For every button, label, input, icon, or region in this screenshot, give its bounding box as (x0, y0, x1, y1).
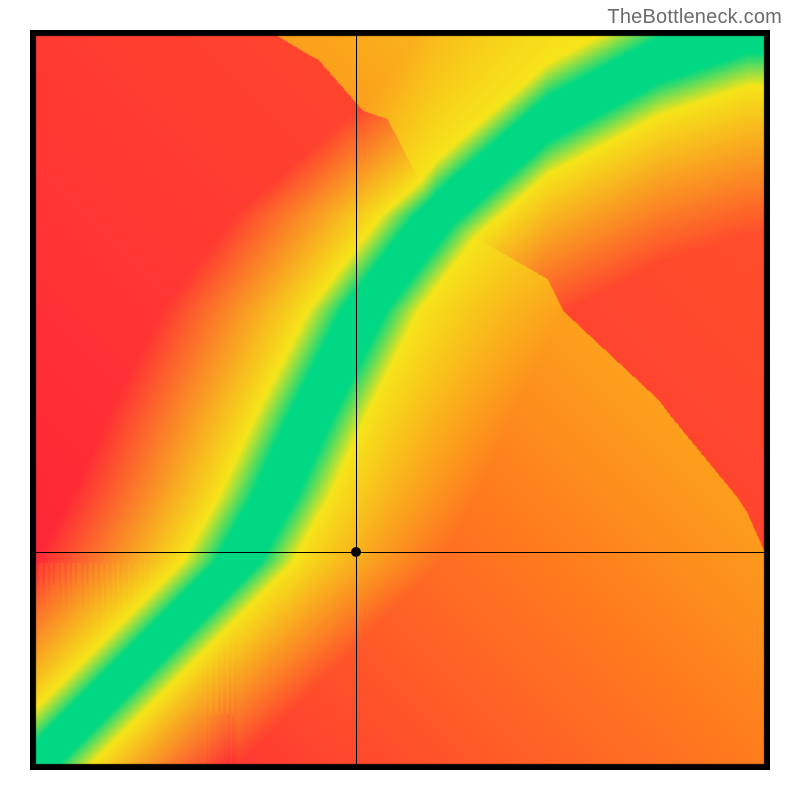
heatmap-plot (30, 30, 770, 770)
crosshair-vertical (356, 30, 357, 770)
heatmap-canvas (30, 30, 770, 770)
watermark-text: TheBottleneck.com (607, 6, 782, 29)
crosshair-horizontal (30, 552, 770, 553)
chart-container: TheBottleneck.com (0, 0, 800, 800)
marker-dot (351, 547, 361, 557)
